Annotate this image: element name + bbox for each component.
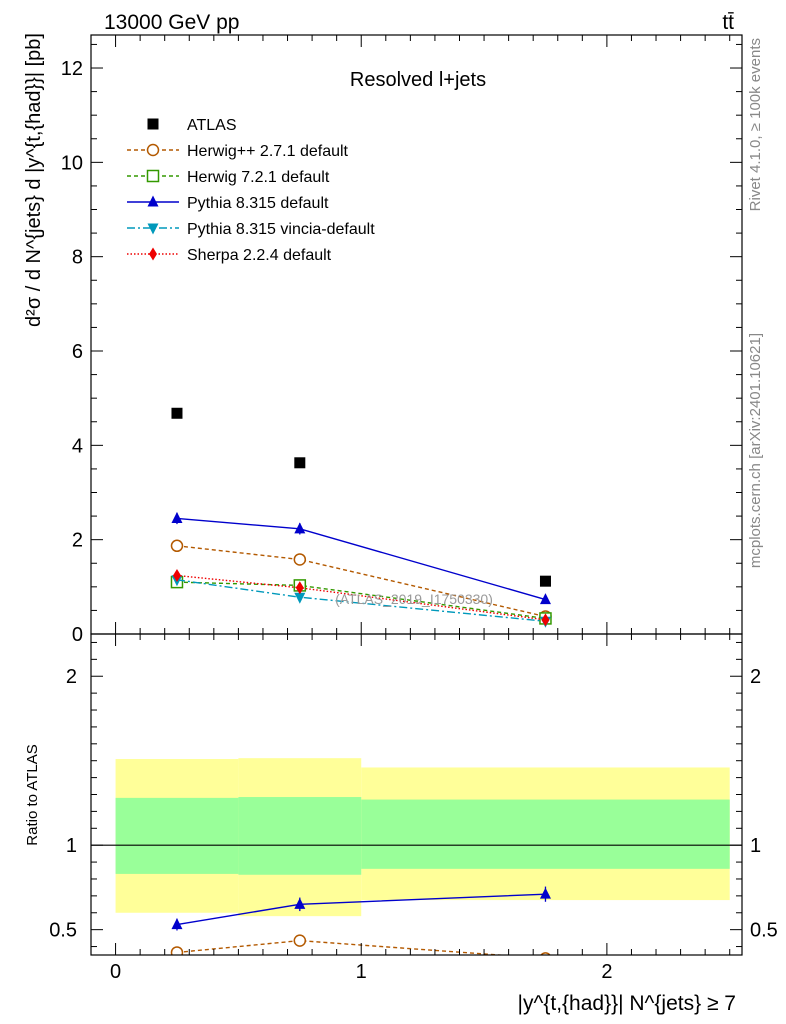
ratio-y-tick-label-left: 0.5 <box>49 920 77 942</box>
ratio-y-tick-label-left: 2 <box>66 666 77 688</box>
legend-marker-sherpa-2-2-4-default <box>149 247 157 261</box>
uncertainty-band-inner <box>361 799 730 869</box>
uncertainty-band-inner <box>238 797 362 875</box>
main-panel: Resolved l+jets (ATLAS_2019_I1750330) 0 2… <box>61 34 743 646</box>
ratio-point-herwig-2-7-1-default <box>170 946 184 955</box>
ratio-line-herwig-2-7-1-default <box>176 939 509 955</box>
data-point-atlas <box>539 575 551 587</box>
ratio-y-tick-label-right: 2 <box>750 666 761 688</box>
main-ylabel: d²σ / d N^{jets} d |y^{t,{had}}| [pb] <box>23 33 45 327</box>
ratio-point-pythia-8-315-default <box>539 887 551 899</box>
x-tick-label: 2 <box>601 961 612 983</box>
y-tick-label: 2 <box>72 530 83 552</box>
uncertainty-band-inner <box>115 797 239 874</box>
y-tick-label: 4 <box>72 435 83 457</box>
ratio-point-pythia-8-315-default <box>294 897 306 909</box>
legend-entry-herwig-7-2-1-default: Herwig 7.2.1 default <box>127 169 330 186</box>
y-tick-label: 10 <box>61 152 83 174</box>
legend-label-sherpa-2-2-4-default: Sherpa 2.2.4 default <box>187 247 332 264</box>
data-point-sherpa-2-2-4-default <box>172 569 181 583</box>
energy-label: 13000 GeV pp <box>104 11 239 34</box>
data-point-pythia-8-315-default <box>171 511 183 523</box>
legend-label-pythia-8-315-vincia-default: Pythia 8.315 vincia-default <box>187 221 375 238</box>
x-tick-label: 0 <box>110 961 121 983</box>
legend-marker-herwig-2-7-1-default <box>146 143 160 157</box>
series-sherpa-2-2-4-default <box>172 569 550 627</box>
y-tick-label: 6 <box>72 341 83 363</box>
data-point-sherpa-2-2-4-default <box>295 581 304 595</box>
y-tick-label: 8 <box>72 247 83 269</box>
data-point-atlas <box>294 457 306 469</box>
ratio-panel: 0.5 0.5 1 1 2 2 0 1 2 <box>49 633 778 983</box>
x-axis-title: |y^{t,{had}}| N^{jets} ≥ 7 <box>518 992 736 1015</box>
legend-entry-pythia-8-315-vincia-default: Pythia 8.315 vincia-default <box>127 221 375 238</box>
process-label: tt̄ <box>722 11 734 34</box>
ratio-y-tick-label-right: 1 <box>750 835 761 857</box>
data-point-atlas <box>171 407 183 419</box>
data-point-herwig-2-7-1-default <box>293 553 307 566</box>
legend-marker-pythia-8-315-default <box>147 195 159 207</box>
legend-label-herwig-2-7-1-default: Herwig++ 2.7.1 default <box>187 143 349 160</box>
data-point-pythia-8-315-vincia-default <box>294 592 306 604</box>
y-tick-label: 12 <box>61 58 83 80</box>
ratio-point-herwig-2-7-1-default <box>293 934 307 947</box>
legend-entry-herwig-2-7-1-default: Herwig++ 2.7.1 default <box>127 143 349 160</box>
data-point-pythia-8-315-default <box>539 593 551 605</box>
ratio-series-herwig-2-7-1-default <box>170 934 551 955</box>
ratio-y-tick-label-right: 0.5 <box>750 920 778 942</box>
rivet-side-label: Rivet 4.1.0, ≥ 100k events <box>747 38 764 211</box>
legend-entry-pythia-8-315-default: Pythia 8.315 default <box>127 195 329 212</box>
data-point-pythia-8-315-default <box>294 522 306 534</box>
data-point-herwig-2-7-1-default <box>170 539 184 553</box>
ratio-ylabel: Ratio to ATLAS <box>24 744 41 845</box>
ratio-series-pythia-8-315-default <box>171 886 551 931</box>
x-tick-label: 1 <box>356 961 367 983</box>
mcplots-side-label: mcplots.cern.ch [arXiv:2401.10621] <box>747 333 764 568</box>
legend-entry-sherpa-2-2-4-default: Sherpa 2.2.4 default <box>127 247 332 264</box>
legend-marker-atlas <box>147 118 159 130</box>
chart-title: Resolved l+jets <box>350 69 486 91</box>
legend-marker-pythia-8-315-vincia-default <box>147 223 159 235</box>
legend-label-atlas: ATLAS <box>187 117 237 134</box>
legend-label-herwig-7-2-1-default: Herwig 7.2.1 default <box>187 169 330 186</box>
legend-label-pythia-8-315-default: Pythia 8.315 default <box>187 195 329 212</box>
ratio-y-tick-label-left: 1 <box>66 835 77 857</box>
ratio-point-pythia-8-315-default <box>171 918 183 930</box>
series-atlas <box>171 407 551 587</box>
legend-marker-herwig-7-2-1-default <box>146 169 160 183</box>
legend-entry-atlas: ATLAS <box>147 117 237 134</box>
data-point-sherpa-2-2-4-default <box>541 613 550 627</box>
series-pythia-8-315-default <box>171 511 551 605</box>
y-tick-label: 0 <box>72 624 83 646</box>
analysis-watermark: (ATLAS_2019_I1750330) <box>335 591 493 607</box>
